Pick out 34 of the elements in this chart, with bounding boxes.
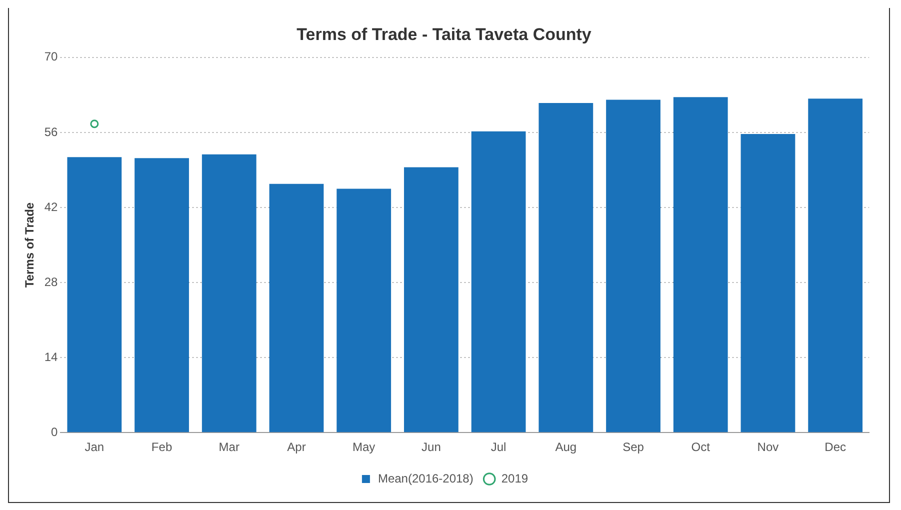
bar <box>336 188 392 432</box>
x-tick-label: Oct <box>691 440 711 454</box>
y-tick-label: 0 <box>51 424 58 439</box>
bar <box>606 100 660 432</box>
x-tick-label: Mar <box>218 440 240 454</box>
x-tick-label: Feb <box>151 440 172 454</box>
legend-label: Mean(2016-2018) <box>378 471 474 486</box>
bar <box>134 158 189 432</box>
chart-title: Terms of Trade - Taita Taveta County <box>296 24 592 44</box>
x-tick-label: Sep <box>622 440 644 454</box>
x-tick-label: Jul <box>490 440 506 454</box>
bar <box>673 97 728 432</box>
bar <box>740 134 796 432</box>
bar <box>202 154 256 432</box>
x-tick-label: Apr <box>287 440 306 454</box>
x-tick-label: Nov <box>757 440 779 454</box>
y-tick-label: 70 <box>44 50 58 64</box>
bar <box>404 167 458 432</box>
y-axis-title: Terms of Trade <box>22 202 37 288</box>
y-tick-label: 14 <box>44 350 58 364</box>
x-tick-label: Jan <box>84 440 104 454</box>
y-tick-label: 28 <box>44 274 58 289</box>
bar <box>471 131 526 432</box>
x-tick-label: Jun <box>422 440 441 454</box>
bar <box>269 184 324 432</box>
x-tick-label: Aug <box>555 440 577 454</box>
bar <box>67 157 122 432</box>
legend-label: 2019 <box>501 471 528 486</box>
bar <box>538 102 594 432</box>
y-tick-label: 56 <box>44 124 58 139</box>
x-tick-label: Dec <box>824 440 846 454</box>
y-tick-label: 42 <box>44 200 58 214</box>
x-tick-label: May <box>352 440 376 454</box>
bar <box>808 98 863 432</box>
